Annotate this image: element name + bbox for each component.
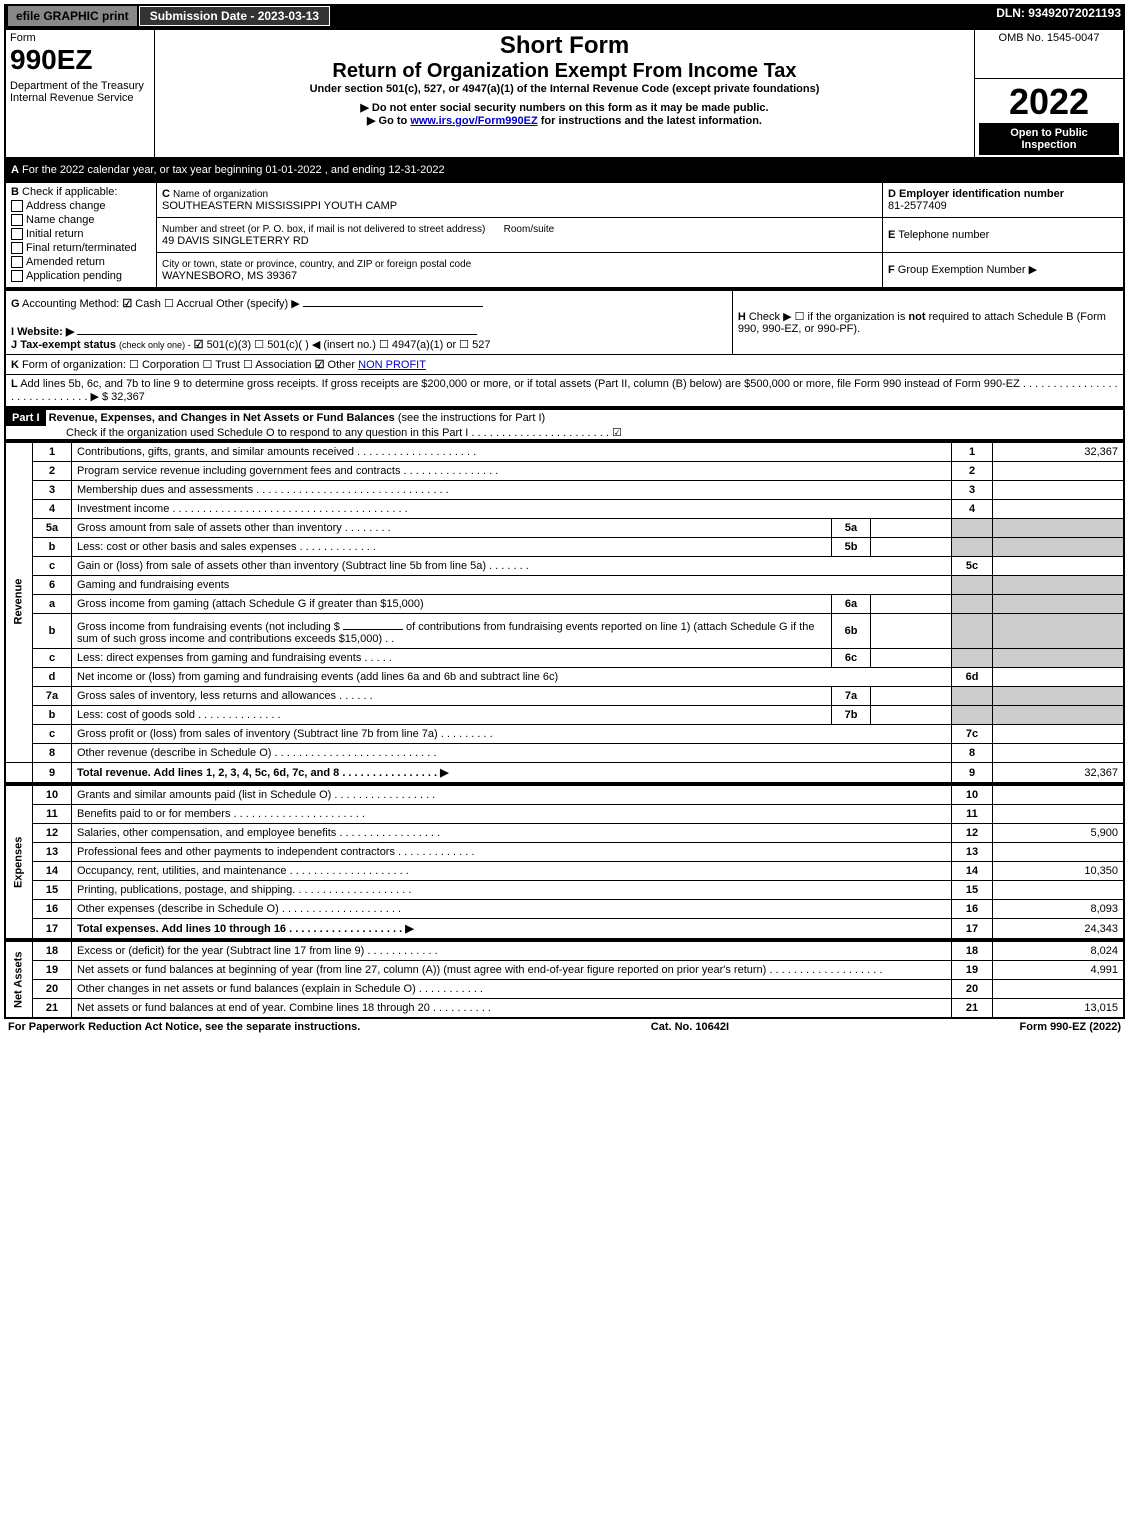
total-expenses-value: 24,343 bbox=[993, 919, 1125, 940]
part1-title: Revenue, Expenses, and Changes in Net As… bbox=[49, 412, 395, 424]
submission-date: Submission Date - 2023-03-13 bbox=[139, 6, 330, 26]
website-input[interactable] bbox=[77, 322, 477, 335]
other-specify-input[interactable] bbox=[303, 294, 483, 307]
assoc-checkbox[interactable]: ☐ bbox=[243, 359, 253, 371]
other-org-checkbox[interactable]: ☑ bbox=[315, 359, 325, 371]
section-b-heading: Check if applicable: bbox=[22, 186, 117, 198]
section-a-row: A For the 2022 calendar year, or tax yea… bbox=[4, 159, 1125, 181]
section-h-text: Check ▶ ☐ if the organization is bbox=[749, 311, 909, 323]
501c-checkbox[interactable]: ☐ bbox=[254, 339, 264, 351]
part1-check-text: Check if the organization used Schedule … bbox=[6, 427, 622, 439]
city-value: WAYNESBORO, MS 39367 bbox=[162, 270, 297, 282]
expenses-side-label: Expenses bbox=[5, 785, 33, 939]
form-number: 990EZ bbox=[10, 44, 93, 75]
top-bar: efile GRAPHIC print Submission Date - 20… bbox=[4, 4, 1125, 28]
part1-label: Part I bbox=[6, 410, 46, 426]
check-amended-return[interactable]: Amended return bbox=[11, 256, 151, 268]
revenue-table: Revenue 1 Contributions, gifts, grants, … bbox=[4, 441, 1125, 784]
section-k-label: K bbox=[11, 359, 19, 371]
check-name-change[interactable]: Name change bbox=[11, 214, 151, 226]
ein-value: 81-2577409 bbox=[888, 200, 947, 212]
total-revenue-value: 32,367 bbox=[993, 763, 1125, 784]
accounting-method-text: Accounting Method: bbox=[22, 298, 119, 310]
ssn-warning: ▶ Do not enter social security numbers o… bbox=[159, 101, 970, 114]
section-j-label: J bbox=[11, 339, 17, 351]
subtitle: Under section 501(c), 527, or 4947(a)(1)… bbox=[159, 83, 970, 95]
section-g-label: G bbox=[11, 298, 20, 310]
form-label: Form bbox=[10, 32, 36, 44]
check-initial-return[interactable]: Initial return bbox=[11, 228, 151, 240]
gross-receipts-value: 32,367 bbox=[111, 391, 145, 403]
line-text: Contributions, gifts, grants, and simila… bbox=[72, 442, 952, 462]
section-l-text: Add lines 5b, 6c, and 7b to line 9 to de… bbox=[11, 378, 1118, 403]
meta-table: G Accounting Method: ☑ Cash ☐ Accrual Ot… bbox=[4, 289, 1125, 408]
netassets-table: Net Assets 18 Excess or (deficit) for th… bbox=[4, 940, 1125, 1019]
501c3-checkbox[interactable]: ☑ bbox=[194, 339, 204, 351]
form-org-heading: Form of organization: bbox=[22, 359, 126, 371]
section-l-label: L bbox=[11, 378, 18, 390]
irs-label: Internal Revenue Service bbox=[10, 92, 134, 104]
netassets-side-label: Net Assets bbox=[5, 941, 33, 1018]
section-b-label: B bbox=[11, 186, 19, 198]
527-checkbox[interactable]: ☐ bbox=[459, 339, 469, 351]
goto-instructions: ▶ Go to www.irs.gov/Form990EZ for instru… bbox=[159, 114, 970, 127]
open-public-badge: Open to Public Inspection bbox=[979, 123, 1119, 155]
section-d-label: D bbox=[888, 188, 896, 200]
cash-checkbox[interactable]: ☑ bbox=[122, 298, 132, 310]
return-title: Return of Organization Exempt From Incom… bbox=[159, 60, 970, 83]
form-ref: Form 990-EZ (2022) bbox=[1020, 1021, 1122, 1033]
group-exemption-heading: Group Exemption Number ▶ bbox=[898, 264, 1037, 276]
street-label: Number and street (or P. O. box, if mail… bbox=[162, 224, 485, 235]
contrib-amount-input[interactable] bbox=[343, 617, 403, 630]
room-label: Room/suite bbox=[504, 224, 555, 235]
omb-number: OMB No. 1545-0047 bbox=[979, 32, 1119, 44]
expenses-table: Expenses 10 Grants and similar amounts p… bbox=[4, 784, 1125, 940]
4947-checkbox[interactable]: ☐ bbox=[379, 339, 389, 351]
paperwork-notice: For Paperwork Reduction Act Notice, see … bbox=[8, 1021, 360, 1033]
cat-no: Cat. No. 10642I bbox=[651, 1021, 729, 1033]
section-i-label: I bbox=[11, 326, 14, 338]
eoy-netassets-value: 13,015 bbox=[993, 999, 1125, 1019]
check-final-return[interactable]: Final return/terminated bbox=[11, 242, 151, 254]
line-value: 32,367 bbox=[993, 442, 1125, 462]
corp-checkbox[interactable]: ☐ bbox=[129, 359, 139, 371]
phone-heading: Telephone number bbox=[898, 229, 989, 241]
page-footer: For Paperwork Reduction Act Notice, see … bbox=[4, 1019, 1125, 1035]
street-value: 49 DAVIS SINGLETERRY RD bbox=[162, 235, 309, 247]
part1-header-table: Part I Revenue, Expenses, and Changes in… bbox=[4, 408, 1125, 441]
ein-heading: Employer identification number bbox=[899, 188, 1064, 200]
nonprofit-link[interactable]: NON PROFIT bbox=[358, 359, 426, 371]
tax-exempt-heading: Tax-exempt status bbox=[20, 339, 116, 351]
section-f-label: F bbox=[888, 264, 895, 276]
check-application-pending[interactable]: Application pending bbox=[11, 270, 151, 282]
dln-label: DLN: 93492072021193 bbox=[996, 6, 1121, 26]
city-label: City or town, state or province, country… bbox=[162, 259, 471, 270]
section-c-label: C bbox=[162, 188, 170, 200]
org-info-table: B Check if applicable: Address change Na… bbox=[4, 181, 1125, 290]
org-name: SOUTHEASTERN MISSISSIPPI YOUTH CAMP bbox=[162, 200, 397, 212]
line-num: 1 bbox=[33, 442, 72, 462]
section-a-label: A bbox=[11, 164, 19, 176]
irs-link[interactable]: www.irs.gov/Form990EZ bbox=[410, 115, 537, 127]
name-label: Name of organization bbox=[173, 189, 268, 200]
short-form-title: Short Form bbox=[159, 32, 970, 60]
trust-checkbox[interactable]: ☐ bbox=[203, 359, 213, 371]
section-a-text: For the 2022 calendar year, or tax year … bbox=[22, 164, 445, 176]
section-h-label: H bbox=[738, 311, 746, 323]
accrual-checkbox[interactable]: ☐ bbox=[164, 298, 174, 310]
check-address-change[interactable]: Address change bbox=[11, 200, 151, 212]
section-e-label: E bbox=[888, 229, 895, 241]
tax-year: 2022 bbox=[979, 81, 1119, 123]
form-header: Form 990EZ Short Form Return of Organiza… bbox=[4, 28, 1125, 159]
website-label: Website: ▶ bbox=[17, 326, 74, 338]
part1-subtitle: (see the instructions for Part I) bbox=[398, 412, 545, 424]
revenue-side-label: Revenue bbox=[5, 442, 33, 763]
dept-label: Department of the Treasury bbox=[10, 80, 144, 92]
efile-print-button[interactable]: efile GRAPHIC print bbox=[8, 6, 137, 26]
